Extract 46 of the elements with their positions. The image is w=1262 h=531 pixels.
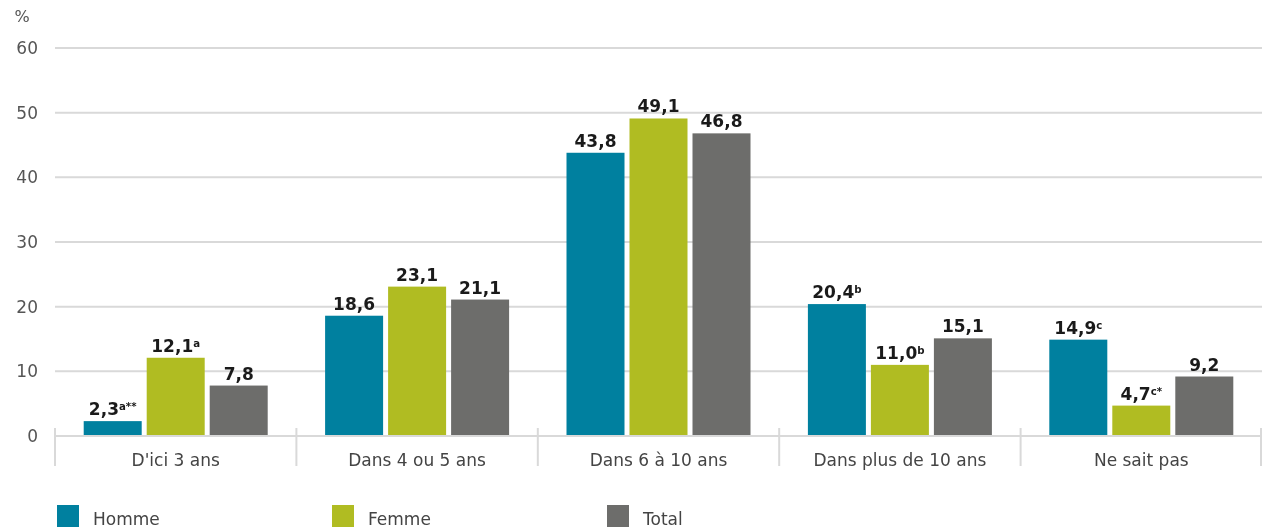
data-label: 43,8 (574, 130, 617, 151)
bar (692, 133, 751, 436)
legend-label: Femme (368, 509, 431, 529)
bar (1112, 405, 1171, 436)
legend-label: Total (642, 509, 683, 529)
x-tick-label: Ne sait pas (1093, 450, 1189, 470)
bar (933, 338, 992, 436)
y-axis-title: % (14, 7, 30, 26)
bar (566, 152, 625, 436)
x-tick-label: Dans plus de 10 ans (813, 450, 987, 470)
y-tick-label: 30 (16, 232, 38, 252)
data-label: 12,1$^{a}$ (151, 335, 201, 356)
y-tick-label: 50 (16, 102, 38, 123)
data-label: 20,4$^{b}$ (812, 282, 862, 303)
data-label: 2,3$^{a**}$ (88, 399, 138, 420)
bar (83, 421, 142, 436)
bar (807, 304, 866, 436)
x-tick-label: Dans 4 ou 5 ans (348, 450, 487, 470)
bar (1175, 376, 1234, 436)
data-label: 46,8 (700, 111, 743, 132)
x-tick-label: D'ici 3 ans (131, 450, 220, 470)
bar (1049, 339, 1108, 436)
data-label: 14,9$^{c}$ (1054, 317, 1103, 338)
y-tick-label: 0 (27, 426, 38, 446)
y-tick-label: 20 (16, 296, 38, 317)
y-tick-label: 10 (16, 361, 38, 382)
bar (870, 364, 929, 436)
legend-label: Homme (93, 509, 160, 529)
data-label: 15,1 (941, 316, 984, 337)
bar (146, 357, 205, 436)
x-tick-label: Dans 6 à 10 ans (589, 450, 728, 470)
y-tick-label: 60 (16, 38, 38, 58)
data-label: 49,1 (637, 96, 680, 117)
bar (325, 315, 384, 436)
data-label: 9,2 (1189, 354, 1220, 375)
bar (451, 299, 510, 436)
data-label: 21,1 (459, 277, 502, 298)
data-label: 23,1 (396, 264, 439, 285)
bar (629, 118, 688, 436)
data-label: 18,6 (333, 293, 376, 314)
bar (209, 385, 268, 436)
data-label: 7,8 (223, 363, 254, 384)
data-label: 4,7$^{c*}$ (1120, 383, 1163, 404)
y-tick-label: 40 (16, 167, 38, 188)
data-label: 11,0$^{b}$ (875, 342, 925, 363)
bar (388, 286, 447, 436)
